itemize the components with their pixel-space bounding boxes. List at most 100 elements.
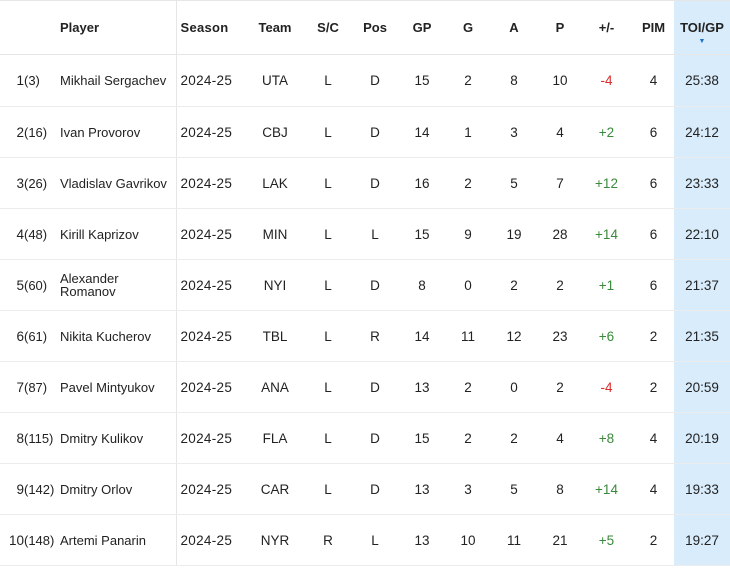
season-cell: 2024-25 — [176, 310, 248, 362]
player-cell[interactable]: Ivan Provorov — [60, 106, 177, 158]
a-cell: 5 — [488, 463, 540, 515]
sc-cell: L — [302, 208, 354, 260]
toi-cell: 20:19 — [674, 412, 730, 464]
table-row[interactable]: 4 (48) Kirill Kaprizov 2024-25 MIN L L 15 9 19 28 +… — [0, 208, 730, 260]
season-cell: 2024-25 — [176, 106, 248, 158]
plus-minus-cell: +14 — [580, 463, 633, 515]
a-header[interactable]: A — [488, 0, 540, 55]
pim-cell: 2 — [633, 514, 674, 566]
player-cell[interactable]: Kirill Kaprizov — [60, 208, 177, 260]
g-cell: 2 — [448, 412, 488, 464]
player-header[interactable]: Player — [60, 0, 177, 55]
p-header[interactable]: P — [540, 0, 580, 55]
team-cell: TBL — [248, 310, 302, 362]
pos-cell: D — [354, 259, 396, 311]
toi-header[interactable]: TOI/GP ▼ — [674, 0, 730, 55]
team-cell: FLA — [248, 412, 302, 464]
pos-header[interactable]: Pos — [354, 0, 396, 55]
gp-cell: 13 — [396, 361, 448, 413]
pim-cell: 6 — [633, 106, 674, 158]
toi-cell: 19:33 — [674, 463, 730, 515]
player-cell[interactable]: Dmitry Kulikov — [60, 412, 177, 464]
season-cell: 2024-25 — [176, 361, 248, 413]
a-cell: 11 — [488, 514, 540, 566]
sc-cell: L — [302, 106, 354, 158]
player-cell[interactable]: Dmitry Orlov — [60, 463, 177, 515]
toi-cell: 24:12 — [674, 106, 730, 158]
plus-minus-cell: -4 — [580, 361, 633, 413]
gp-cell: 14 — [396, 106, 448, 158]
sc-cell: L — [302, 54, 354, 107]
g-header[interactable]: G — [448, 0, 488, 55]
season-cell: 2024-25 — [176, 259, 248, 311]
pos-cell: D — [354, 463, 396, 515]
g-cell: 2 — [448, 54, 488, 107]
sc-header[interactable]: S/C — [302, 0, 354, 55]
sort-descending-icon[interactable]: ▼ — [698, 38, 706, 45]
team-cell: MIN — [248, 208, 302, 260]
rank-cell: 6 — [0, 310, 24, 362]
pim-header[interactable]: PIM — [633, 0, 674, 55]
pick-cell: (61) — [24, 310, 60, 362]
p-cell: 7 — [540, 157, 580, 209]
table-row[interactable]: 10 (148) Artemi Panarin 2024-25 NYR R L 13 10 11 2… — [0, 514, 730, 566]
player-cell[interactable]: Mikhail Sergachev — [60, 54, 177, 107]
gp-cell: 14 — [396, 310, 448, 362]
table-row[interactable]: 1 (3) Mikhail Sergachev 2024-25 UTA L D 15 2 8 10-… — [0, 54, 730, 107]
toi-cell: 20:59 — [674, 361, 730, 413]
team-cell: NYI — [248, 259, 302, 311]
toi-cell: 21:35 — [674, 310, 730, 362]
g-cell: 2 — [448, 157, 488, 209]
p-cell: 21 — [540, 514, 580, 566]
table-row[interactable]: 8 (115) Dmitry Kulikov 2024-25 FLA L D 15 2 2 4 +8 4… — [0, 412, 730, 464]
pos-cell: D — [354, 54, 396, 107]
a-cell: 2 — [488, 412, 540, 464]
rank-cell: 4 — [0, 208, 24, 260]
player-cell[interactable]: Alexander Romanov — [60, 259, 177, 311]
gp-cell: 15 — [396, 412, 448, 464]
table-row[interactable]: 9 (142) Dmitry Orlov 2024-25 CAR L D 13 3 5 8 +14 4 1… — [0, 463, 730, 515]
p-cell: 28 — [540, 208, 580, 260]
toi-cell: 21:37 — [674, 259, 730, 311]
p-cell: 10 — [540, 54, 580, 107]
season-cell: 2024-25 — [176, 54, 248, 107]
season-header[interactable]: Season — [176, 0, 248, 55]
p-cell: 4 — [540, 106, 580, 158]
table-row[interactable]: 5 (60) Alexander Romanov 2024-25 NYI L D 8 0 2 2 +1… — [0, 259, 730, 311]
g-cell: 0 — [448, 259, 488, 311]
rank-cell: 1 — [0, 54, 24, 107]
player-cell[interactable]: Pavel Mintyukov — [60, 361, 177, 413]
toi-cell: 25:38 — [674, 54, 730, 107]
pick-cell: (16) — [24, 106, 60, 158]
rank-cell: 10 — [0, 514, 24, 566]
toi-cell: 22:10 — [674, 208, 730, 260]
pim-cell: 2 — [633, 310, 674, 362]
gp-cell: 15 — [396, 208, 448, 260]
pick-cell: (26) — [24, 157, 60, 209]
player-cell[interactable]: Nikita Kucherov — [60, 310, 177, 362]
rank-cell: 8 — [0, 412, 24, 464]
table-row[interactable]: 2 (16) Ivan Provorov 2024-25 CBJ L D 14 1 3 4 +2 6 24… — [0, 106, 730, 158]
player-cell[interactable]: Artemi Panarin — [60, 514, 177, 566]
g-cell: 3 — [448, 463, 488, 515]
table-row[interactable]: 6 (61) Nikita Kucherov 2024-25 TBL L R 14 11 12 23… — [0, 310, 730, 362]
rank-cell: 7 — [0, 361, 24, 413]
team-cell: UTA — [248, 54, 302, 107]
a-cell: 8 — [488, 54, 540, 107]
sc-cell: L — [302, 157, 354, 209]
a-cell: 3 — [488, 106, 540, 158]
season-cell: 2024-25 — [176, 514, 248, 566]
g-cell: 1 — [448, 106, 488, 158]
table-row[interactable]: 3 (26) Vladislav Gavrikov 2024-25 LAK L D 16 2 5 7… — [0, 157, 730, 209]
gp-header[interactable]: GP — [396, 0, 448, 55]
rank-cell: 5 — [0, 259, 24, 311]
pick-cell: (142) — [24, 463, 60, 515]
season-cell: 2024-25 — [176, 412, 248, 464]
plus-minus-header[interactable]: +/- — [580, 0, 633, 55]
gp-cell: 13 — [396, 463, 448, 515]
team-header[interactable]: Team — [248, 0, 302, 55]
table-row[interactable]: 7 (87) Pavel Mintyukov 2024-25 ANA L D 13 2 0 2 -4 2… — [0, 361, 730, 413]
player-cell[interactable]: Vladislav Gavrikov — [60, 157, 177, 209]
a-cell: 12 — [488, 310, 540, 362]
season-cell: 2024-25 — [176, 208, 248, 260]
